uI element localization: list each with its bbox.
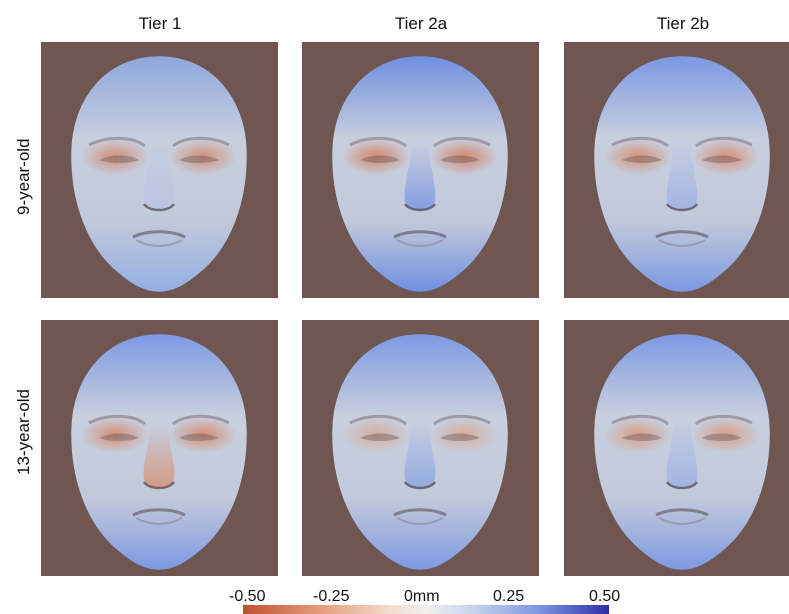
face-heatmap <box>331 333 509 571</box>
face-heatmap <box>593 333 771 571</box>
colorbar <box>243 605 609 614</box>
colorbar-tick-050: 0.50 <box>589 588 621 605</box>
face-heatmap <box>70 55 248 293</box>
face-panel-13y-tier1 <box>41 320 278 576</box>
face-heatmap <box>593 55 771 293</box>
face-panel-9y-tier2a <box>302 42 539 298</box>
colorbar-tick-0mm: 0mm <box>404 588 440 605</box>
face-heatmap <box>331 55 509 293</box>
column-title-tier2a: Tier 2a <box>394 14 448 33</box>
row-title-13-year-old: 13-year-old <box>14 389 33 475</box>
column-title-tier1: Tier 1 <box>138 14 182 33</box>
colorbar-tick-neg050: -0.50 <box>229 588 266 605</box>
column-title-tier2b: Tier 2b <box>656 14 710 33</box>
colorbar-tick-neg025: -0.25 <box>313 588 350 605</box>
row-title-9-year-old: 9-year-old <box>14 138 33 215</box>
face-panel-13y-tier2b <box>564 320 789 576</box>
face-panel-13y-tier2a <box>302 320 539 576</box>
face-panel-9y-tier2b <box>564 42 789 298</box>
face-panel-9y-tier1 <box>41 42 278 298</box>
colorbar-tick-025: 0.25 <box>493 588 525 605</box>
face-heatmap <box>70 333 248 571</box>
